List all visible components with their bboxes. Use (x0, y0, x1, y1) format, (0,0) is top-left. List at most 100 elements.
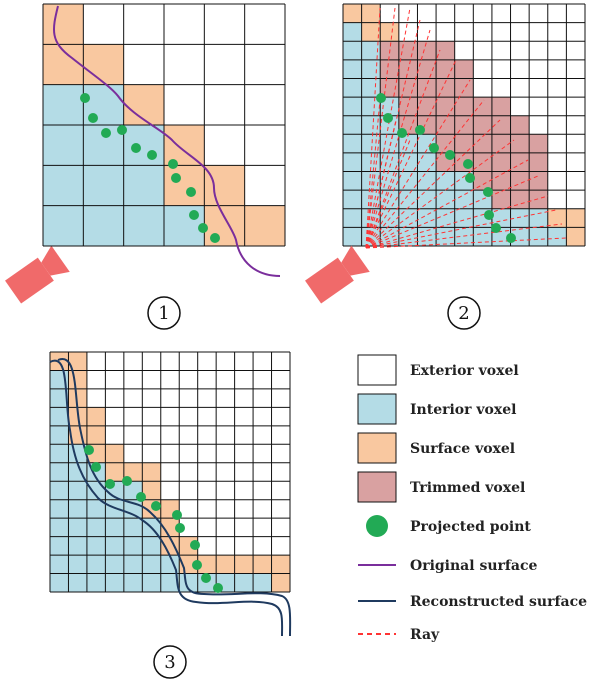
panel-2-voxel (473, 171, 492, 191)
panel-2-voxel (454, 78, 474, 98)
panel-2-voxel (417, 78, 437, 98)
panel-2-voxel (398, 97, 418, 116)
ray-line (365, 29, 431, 249)
panel-3-projected-point (172, 510, 182, 520)
panel-2-voxel (510, 208, 530, 228)
panel-3-voxel (142, 481, 161, 500)
panel-2-voxel (343, 41, 362, 60)
panel-2-voxel (473, 152, 492, 172)
panel-1-voxel (123, 165, 164, 206)
panel-2-voxel (454, 59, 474, 79)
panel-3-projected-point (201, 573, 211, 583)
panel-2-voxel (380, 134, 399, 153)
panel-3-voxel (271, 573, 290, 592)
panel-3-voxel (123, 518, 143, 537)
panel-1-projected-point (210, 233, 220, 243)
panel-2-voxel (361, 41, 381, 60)
panel-2-voxel (491, 208, 511, 228)
legend-label-exterior: Exterior voxel (410, 363, 519, 379)
panel-3-voxel (271, 555, 290, 574)
panel-2-number-badge (447, 296, 481, 330)
panel-2-projected-point (491, 223, 501, 233)
panel-2-camera (305, 245, 370, 304)
panel-2-voxel (417, 41, 437, 60)
panel-3-voxel (123, 573, 143, 592)
legend-label-interior: Interior voxel (410, 402, 516, 418)
panel-2-voxel (491, 190, 511, 209)
panel-2-voxel (398, 41, 418, 60)
panel-2-voxel (380, 171, 399, 191)
panel-2-projected-point (506, 233, 516, 243)
panel-2-projected-point (484, 210, 494, 220)
panel-3-voxel (50, 481, 69, 500)
panel-3-projected-point (175, 523, 185, 533)
panel-1-projected-point (80, 93, 90, 103)
panel-2-voxel (491, 134, 511, 153)
panel-3-voxel (105, 518, 124, 537)
ray-line (365, 7, 381, 249)
panel-2-voxel (510, 227, 530, 246)
panel-1-voxel (164, 165, 205, 206)
panel-1-projected-point (117, 125, 127, 135)
panel-3-projected-point (136, 492, 146, 502)
panel-2-voxel (343, 78, 362, 98)
panel-2-voxel (436, 134, 455, 153)
panel-3-voxel (50, 444, 69, 463)
legend-label-surface: Surface voxel (410, 441, 515, 457)
panel-3-number: 3 (164, 652, 175, 673)
panel-2-voxel (398, 227, 418, 246)
panel-3-voxel (234, 573, 254, 592)
panel-1-projected-point (101, 128, 111, 138)
panel-1-voxel (43, 205, 84, 246)
panel-3-voxel (86, 536, 106, 556)
panel-3-voxel (50, 536, 69, 556)
panel-3: 3 (49, 351, 292, 679)
panel-2-voxel (343, 171, 362, 191)
panel-2-projected-points (376, 93, 516, 243)
panel-1-voxel (83, 44, 124, 85)
panel-3-projected-point (84, 445, 94, 455)
panel-2-voxel (491, 171, 511, 191)
panel-3-voxel (86, 518, 106, 537)
panel-3-voxel (68, 388, 87, 408)
panel-1-projected-point (168, 159, 178, 169)
panel-1-voxel (83, 165, 124, 206)
panel-3-projected-point (91, 462, 101, 472)
panel-2-voxel (417, 152, 437, 172)
panel-1-voxel (123, 84, 164, 125)
panel-3-projected-point (213, 583, 223, 593)
panel-2-voxel (454, 97, 474, 116)
panel-3-number-badge (153, 645, 187, 679)
panel-2-voxel (343, 152, 362, 172)
legend-label-original: Original surface (410, 558, 537, 574)
panel-2-voxel (529, 134, 548, 153)
panel-2-voxel (343, 97, 362, 116)
panel-2-voxel (361, 97, 381, 116)
panel-2-voxel (436, 78, 455, 98)
panel-3-grid (49, 351, 291, 593)
legend-label-trimmed: Trimmed voxel (410, 480, 525, 496)
panel-3-voxel (105, 555, 124, 574)
panel-2-voxel (343, 22, 362, 42)
panel-2-voxel (361, 22, 381, 42)
panel-2-voxel (454, 190, 474, 209)
panel-3-voxel (86, 407, 106, 426)
panel-3-voxel (160, 536, 180, 556)
panel-2-voxel (454, 208, 474, 228)
panel-1-voxel (123, 205, 164, 246)
original-surface-curve (53, 5, 281, 277)
panel-3-voxel (179, 573, 198, 592)
panel-2-voxel (436, 171, 455, 191)
ray-line (365, 175, 539, 249)
panel-3-projected-point (192, 560, 202, 570)
panel-2-voxel (473, 115, 492, 135)
panel-2-voxel (436, 208, 455, 228)
legend-label-reconstructed: Reconstructed surface (410, 594, 587, 610)
reconstructed-surface-curve-left (49, 359, 284, 637)
panel-2-voxel (417, 208, 437, 228)
panel-1-projected-point (131, 143, 141, 153)
ray-line (365, 99, 485, 249)
panel-1-voxel (43, 84, 84, 125)
panel-3-voxel (160, 573, 180, 592)
panel-1-voxel-fills (43, 4, 285, 246)
